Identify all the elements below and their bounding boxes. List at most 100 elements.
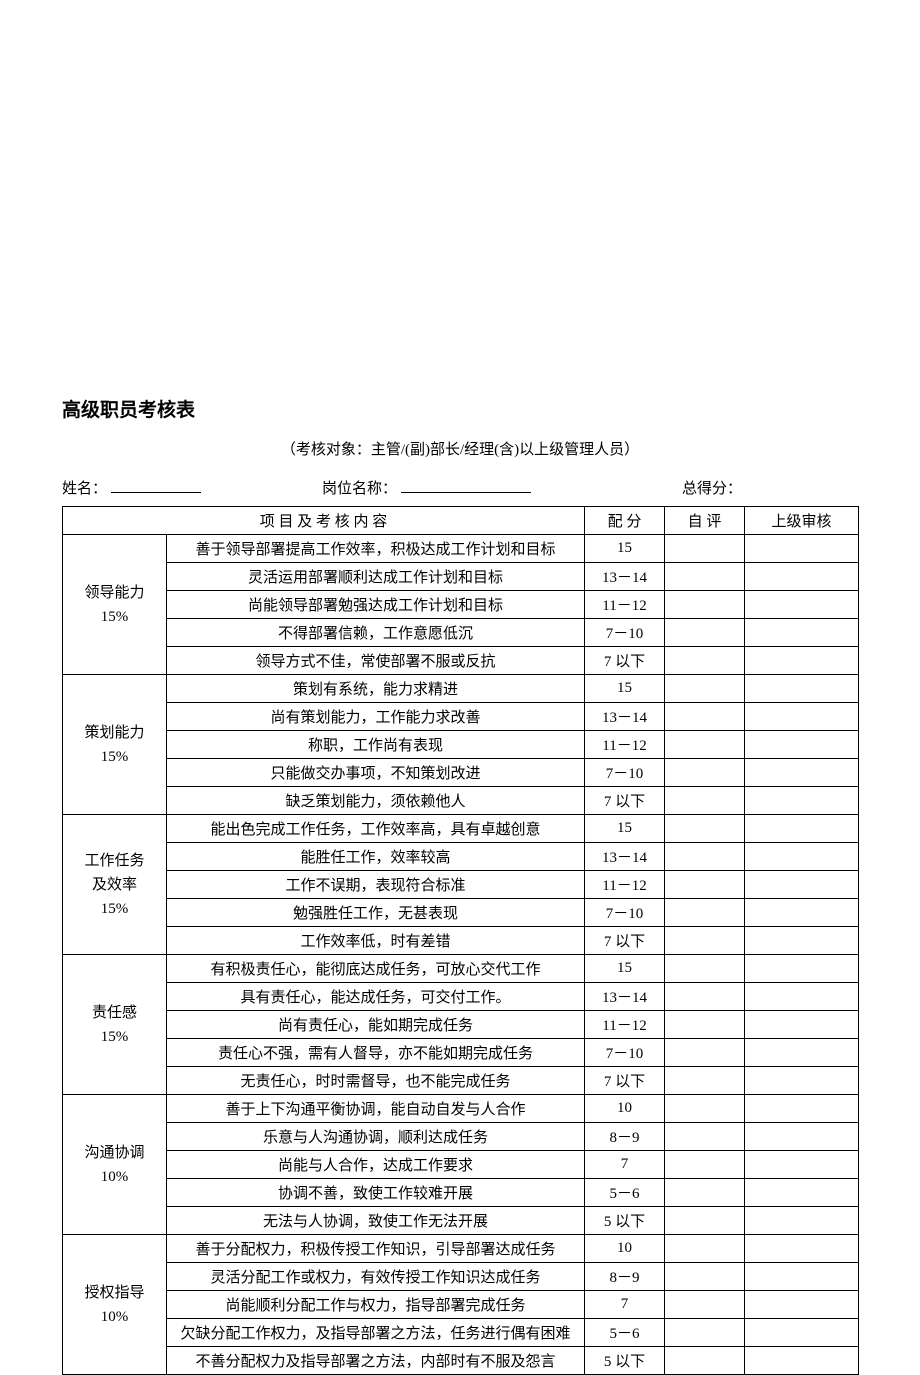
- supervisor-cell: [745, 647, 859, 675]
- description-cell: 领导方式不佳，常使部署不服或反抗: [167, 647, 585, 675]
- table-row: 责任心不强，需有人督导，亦不能如期完成任务7－10: [63, 1039, 859, 1067]
- self-eval-cell: [665, 1263, 745, 1291]
- score-cell: 11－12: [585, 731, 665, 759]
- table-row: 缺乏策划能力，须依赖他人7 以下: [63, 787, 859, 815]
- score-cell: 7－10: [585, 899, 665, 927]
- table-row: 不善分配权力及指导部署之方法，内部时有不服及怨言5 以下: [63, 1347, 859, 1375]
- table-row: 工作效率低，时有差错7 以下: [63, 927, 859, 955]
- self-eval-cell: [665, 619, 745, 647]
- category-cell: 策划能力15%: [63, 675, 167, 815]
- description-cell: 协调不善，致使工作较难开展: [167, 1179, 585, 1207]
- description-cell: 工作效率低，时有差错: [167, 927, 585, 955]
- self-eval-cell: [665, 563, 745, 591]
- supervisor-cell: [745, 815, 859, 843]
- table-row: 策划能力15%策划有系统，能力求精进15: [63, 675, 859, 703]
- score-cell: 15: [585, 675, 665, 703]
- supervisor-cell: [745, 1151, 859, 1179]
- name-label: 姓名：: [62, 477, 107, 498]
- table-row: 称职，工作尚有表现11－12: [63, 731, 859, 759]
- table-row: 尚能顺利分配工作与权力，指导部署完成任务7: [63, 1291, 859, 1319]
- score-cell: 13－14: [585, 983, 665, 1011]
- description-cell: 无法与人协调，致使工作无法开展: [167, 1207, 585, 1235]
- self-eval-cell: [665, 843, 745, 871]
- score-cell: 13－14: [585, 703, 665, 731]
- self-eval-cell: [665, 955, 745, 983]
- description-cell: 善于领导部署提高工作效率，积极达成工作计划和目标: [167, 535, 585, 563]
- supervisor-cell: [745, 563, 859, 591]
- score-cell: 5－6: [585, 1179, 665, 1207]
- score-cell: 13－14: [585, 563, 665, 591]
- table-row: 具有责任心，能达成任务，可交付工作。13－14: [63, 983, 859, 1011]
- score-cell: 5 以下: [585, 1207, 665, 1235]
- self-eval-cell: [665, 1235, 745, 1263]
- self-eval-cell: [665, 535, 745, 563]
- header-score: 配 分: [585, 507, 665, 535]
- description-cell: 尚有策划能力，工作能力求改善: [167, 703, 585, 731]
- description-cell: 工作不误期，表现符合标准: [167, 871, 585, 899]
- description-cell: 具有责任心，能达成任务，可交付工作。: [167, 983, 585, 1011]
- supervisor-cell: [745, 1039, 859, 1067]
- score-cell: 7 以下: [585, 647, 665, 675]
- table-row: 尚有责任心，能如期完成任务11－12: [63, 1011, 859, 1039]
- score-cell: 7－10: [585, 619, 665, 647]
- score-cell: 7－10: [585, 1039, 665, 1067]
- supervisor-cell: [745, 1263, 859, 1291]
- description-cell: 只能做交办事项，不知策划改进: [167, 759, 585, 787]
- position-label: 岗位名称：: [322, 477, 397, 498]
- self-eval-cell: [665, 1207, 745, 1235]
- description-cell: 责任心不强，需有人督导，亦不能如期完成任务: [167, 1039, 585, 1067]
- table-row: 工作任务及效率15%能出色完成工作任务，工作效率高，具有卓越创意15: [63, 815, 859, 843]
- self-eval-cell: [665, 1319, 745, 1347]
- score-cell: 8－9: [585, 1263, 665, 1291]
- description-cell: 能出色完成工作任务，工作效率高，具有卓越创意: [167, 815, 585, 843]
- category-cell: 沟通协调10%: [63, 1095, 167, 1235]
- table-row: 沟通协调10%善于上下沟通平衡协调，能自动自发与人合作10: [63, 1095, 859, 1123]
- description-cell: 无责任心，时时需督导，也不能完成任务: [167, 1067, 585, 1095]
- supervisor-cell: [745, 1011, 859, 1039]
- supervisor-cell: [745, 591, 859, 619]
- category-cell: 责任感15%: [63, 955, 167, 1095]
- score-cell: 7: [585, 1291, 665, 1319]
- supervisor-cell: [745, 983, 859, 1011]
- self-eval-cell: [665, 1039, 745, 1067]
- description-cell: 欠缺分配工作权力，及指导部署之方法，任务进行偶有困难: [167, 1319, 585, 1347]
- category-cell: 授权指导10%: [63, 1235, 167, 1375]
- description-cell: 尚能与人合作，达成工作要求: [167, 1151, 585, 1179]
- self-eval-cell: [665, 1151, 745, 1179]
- supervisor-cell: [745, 703, 859, 731]
- self-eval-cell: [665, 731, 745, 759]
- table-row: 勉强胜任工作，无甚表现7－10: [63, 899, 859, 927]
- score-cell: 8－9: [585, 1123, 665, 1151]
- description-cell: 勉强胜任工作，无甚表现: [167, 899, 585, 927]
- table-row: 无法与人协调，致使工作无法开展5 以下: [63, 1207, 859, 1235]
- category-cell: 领导能力15%: [63, 535, 167, 675]
- total-label: 总得分：: [682, 477, 742, 498]
- table-row: 不得部署信赖，工作意愿低沉7－10: [63, 619, 859, 647]
- name-underline: [111, 477, 201, 493]
- supervisor-cell: [745, 535, 859, 563]
- self-eval-cell: [665, 647, 745, 675]
- category-cell: 工作任务及效率15%: [63, 815, 167, 955]
- score-cell: 10: [585, 1235, 665, 1263]
- description-cell: 缺乏策划能力，须依赖他人: [167, 787, 585, 815]
- score-cell: 7: [585, 1151, 665, 1179]
- table-row: 协调不善，致使工作较难开展5－6: [63, 1179, 859, 1207]
- table-header-row: 项 目 及 考 核 内 容 配 分 自 评 上级审核: [63, 507, 859, 535]
- table-row: 乐意与人沟通协调，顺利达成任务8－9: [63, 1123, 859, 1151]
- description-cell: 有积极责任心，能彻底达成任务，可放心交代工作: [167, 955, 585, 983]
- header-fields: 姓名： 岗位名称： 总得分：: [62, 477, 858, 498]
- supervisor-cell: [745, 1319, 859, 1347]
- score-cell: 10: [585, 1095, 665, 1123]
- table-row: 尚能与人合作，达成工作要求7: [63, 1151, 859, 1179]
- description-cell: 能胜任工作，效率较高: [167, 843, 585, 871]
- self-eval-cell: [665, 927, 745, 955]
- self-eval-cell: [665, 1179, 745, 1207]
- description-cell: 不善分配权力及指导部署之方法，内部时有不服及怨言: [167, 1347, 585, 1375]
- score-cell: 7－10: [585, 759, 665, 787]
- score-cell: 15: [585, 535, 665, 563]
- description-cell: 称职，工作尚有表现: [167, 731, 585, 759]
- score-cell: 7 以下: [585, 787, 665, 815]
- score-cell: 11－12: [585, 871, 665, 899]
- score-cell: 13－14: [585, 843, 665, 871]
- score-cell: 7 以下: [585, 1067, 665, 1095]
